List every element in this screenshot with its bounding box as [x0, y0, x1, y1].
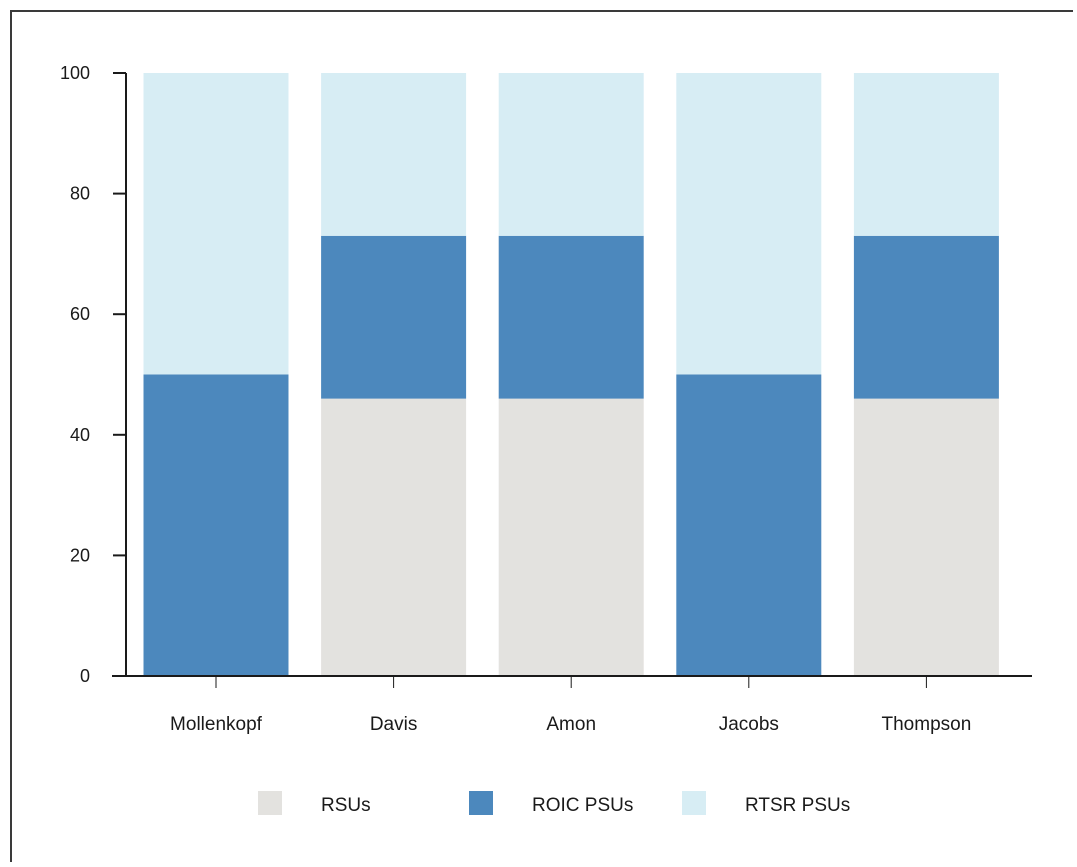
legend-swatch	[469, 791, 493, 815]
legend-label: ROIC PSUs	[532, 795, 633, 816]
x-tick-label: Mollenkopf	[170, 714, 263, 735]
y-tick-label: 40	[70, 425, 90, 445]
y-ticks-group: 0 20 40 60 80 100	[60, 63, 126, 686]
bar-segment-roic-psus	[498, 235, 644, 399]
x-tick-label: Amon	[546, 714, 596, 735]
bar-segment-rtsr-psus	[321, 73, 467, 236]
bar-segment-rsus	[853, 398, 999, 676]
y-tick-label: 0	[80, 666, 90, 686]
x-ticks-group: Mollenkopf Davis Amon Jacobs Thompson	[170, 676, 971, 735]
legend-label: RTSR PSUs	[745, 795, 850, 816]
bar-segment-roic-psus	[676, 374, 822, 676]
bar-segment-rtsr-psus	[853, 73, 999, 236]
bar-segment-rtsr-psus	[143, 73, 289, 375]
bars-group	[143, 73, 999, 676]
legend: RSUs ROIC PSUs RTSR PSUs	[258, 791, 850, 816]
y-tick-label: 80	[70, 184, 90, 204]
bar-segment-roic-psus	[853, 235, 999, 399]
y-tick-label: 100	[60, 63, 90, 83]
bar-segment-roic-psus	[143, 374, 289, 676]
bar-segment-rtsr-psus	[498, 73, 644, 236]
x-tick-label: Jacobs	[719, 714, 779, 735]
bar-segment-roic-psus	[321, 235, 467, 399]
y-tick-label: 20	[70, 545, 90, 565]
legend-swatch	[682, 791, 706, 815]
chart-frame	[10, 10, 1073, 862]
x-tick-label: Davis	[370, 714, 418, 735]
legend-swatch	[258, 791, 282, 815]
bar-segment-rsus	[498, 398, 644, 676]
legend-label: RSUs	[321, 795, 371, 816]
y-tick-label: 60	[70, 304, 90, 324]
x-tick-label: Thompson	[882, 714, 972, 735]
bar-segment-rtsr-psus	[676, 73, 822, 375]
bar-segment-rsus	[321, 398, 467, 676]
axes-group	[112, 73, 1032, 677]
